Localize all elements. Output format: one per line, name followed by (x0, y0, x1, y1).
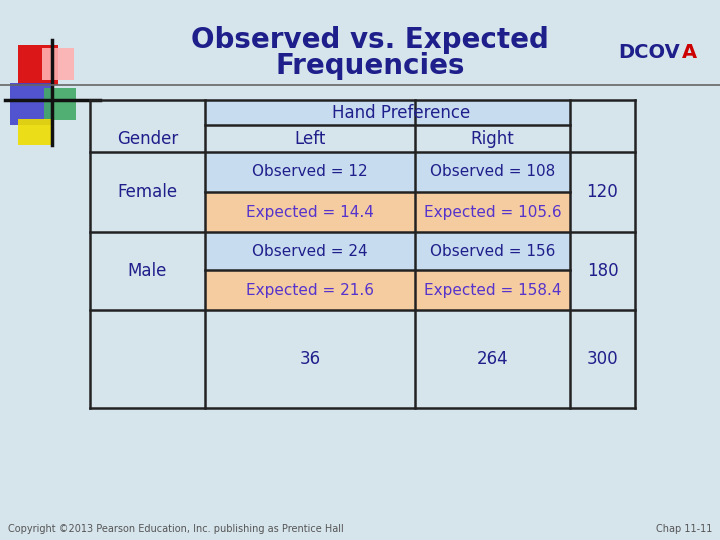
FancyBboxPatch shape (42, 48, 74, 80)
Text: Frequencies: Frequencies (275, 52, 464, 80)
Text: Chap 11-11: Chap 11-11 (656, 524, 712, 534)
Text: 180: 180 (587, 262, 618, 280)
FancyBboxPatch shape (205, 152, 570, 192)
Text: Observed = 24: Observed = 24 (252, 244, 368, 259)
FancyBboxPatch shape (10, 83, 52, 125)
Text: Observed = 156: Observed = 156 (430, 244, 555, 259)
Text: 36: 36 (300, 350, 320, 368)
FancyBboxPatch shape (18, 119, 52, 145)
Text: Female: Female (117, 183, 178, 201)
Text: Observed = 12: Observed = 12 (252, 165, 368, 179)
Text: Hand Preference: Hand Preference (332, 104, 470, 122)
Text: Copyright ©2013 Pearson Education, Inc. publishing as Prentice Hall: Copyright ©2013 Pearson Education, Inc. … (8, 524, 343, 534)
Text: Expected = 14.4: Expected = 14.4 (246, 205, 374, 219)
Text: 264: 264 (477, 350, 508, 368)
FancyBboxPatch shape (205, 100, 570, 125)
Text: Expected = 158.4: Expected = 158.4 (424, 282, 562, 298)
Text: A: A (682, 43, 697, 62)
Text: Observed = 108: Observed = 108 (430, 165, 555, 179)
FancyBboxPatch shape (18, 45, 58, 85)
Text: Expected = 105.6: Expected = 105.6 (423, 205, 562, 219)
Text: Right: Right (471, 130, 514, 147)
FancyBboxPatch shape (44, 88, 76, 120)
Text: Observed vs. Expected: Observed vs. Expected (191, 26, 549, 54)
Text: DCOV: DCOV (618, 43, 680, 62)
Text: Left: Left (294, 130, 325, 147)
Text: Male: Male (128, 262, 167, 280)
Text: Gender: Gender (117, 130, 178, 147)
Text: 120: 120 (587, 183, 618, 201)
FancyBboxPatch shape (205, 232, 570, 270)
Text: 300: 300 (587, 350, 618, 368)
FancyBboxPatch shape (205, 192, 570, 232)
Text: Expected = 21.6: Expected = 21.6 (246, 282, 374, 298)
FancyBboxPatch shape (205, 270, 570, 310)
